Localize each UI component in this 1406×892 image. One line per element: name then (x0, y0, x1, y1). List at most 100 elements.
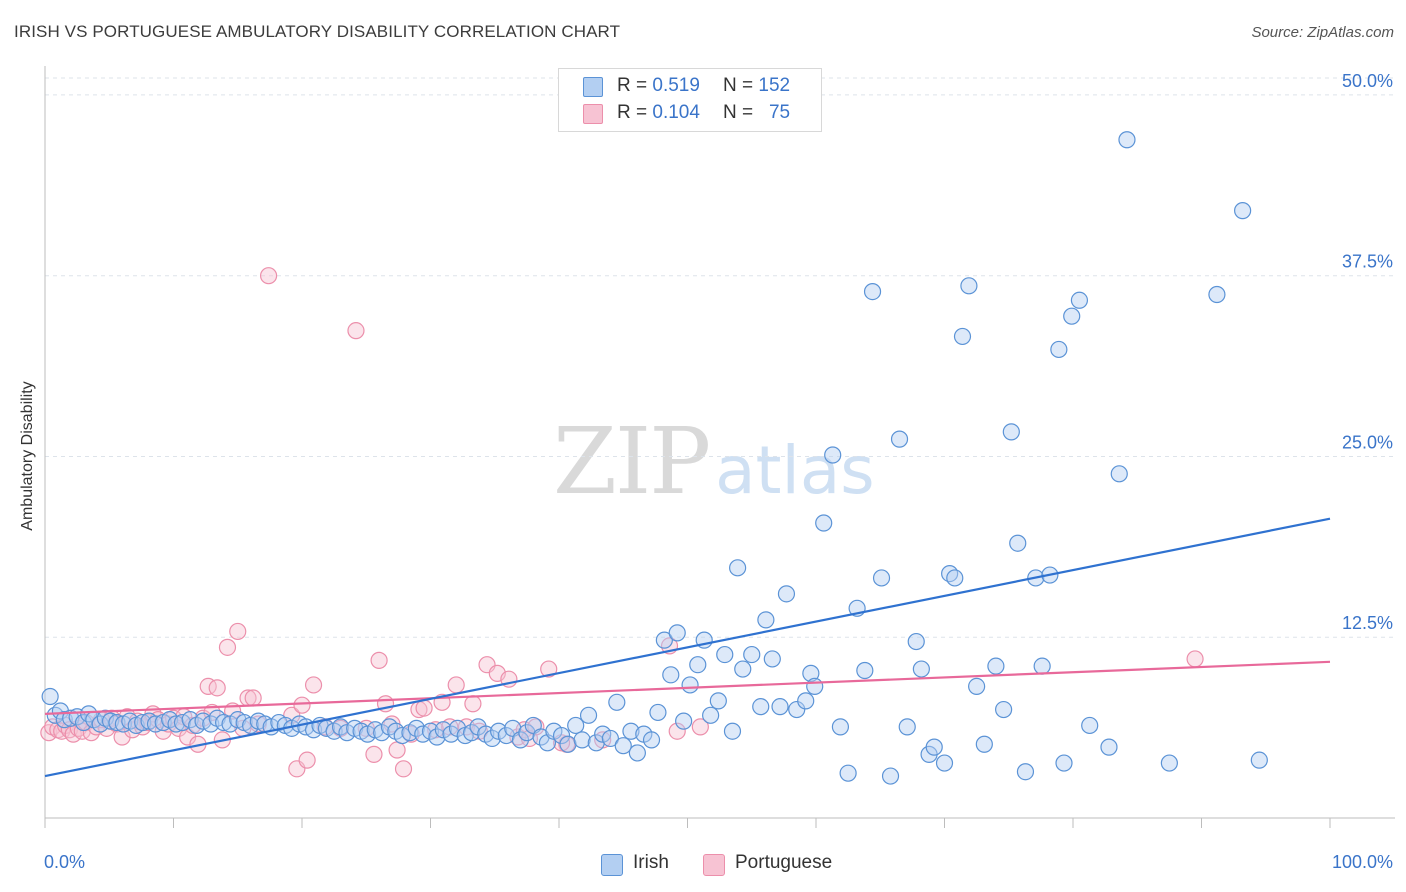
irish-point (55, 711, 73, 729)
irish-point (601, 729, 620, 748)
legend-swatch-irish (583, 77, 603, 97)
legend-portuguese-n-label: N = (723, 102, 754, 123)
irish-point (777, 585, 796, 603)
portuguese-point (447, 676, 465, 694)
portuguese-point (293, 696, 311, 714)
portuguese-point (304, 676, 323, 694)
irish-point (975, 735, 993, 753)
x-tick-min: 0.0% (44, 852, 86, 872)
irish-point (41, 687, 59, 706)
irish-point (856, 661, 874, 680)
x-tick-max: 100.0% (1331, 852, 1393, 872)
y-tick-label: 50.0% (1342, 71, 1393, 91)
irish-point (421, 722, 440, 740)
irish-point (331, 718, 350, 736)
irish-point (1100, 738, 1118, 756)
irish-point (863, 283, 882, 301)
irish-point (709, 692, 727, 710)
irish-point (881, 767, 900, 785)
portuguese-point (298, 751, 316, 769)
irish-point (608, 693, 626, 711)
legend-irish-n-value: 152 (758, 75, 791, 96)
irish-point (1050, 340, 1068, 359)
irish-point (757, 611, 775, 629)
irish-point (946, 569, 964, 587)
irish-point (483, 729, 501, 748)
portuguese-point (388, 741, 406, 759)
portuguese-point (464, 695, 482, 713)
series-legend-label-portuguese: Portuguese (735, 852, 833, 873)
portuguese-point (540, 660, 558, 678)
irish-point (1160, 754, 1178, 772)
portuguese-point (691, 718, 709, 736)
irish-point (668, 624, 686, 642)
irish-point (824, 446, 842, 464)
irish-point (662, 666, 680, 684)
portuguese-point (229, 622, 247, 641)
irish-point (689, 656, 707, 674)
irish-point (74, 713, 93, 732)
portuguese-point (208, 679, 226, 697)
irish-point (407, 719, 425, 737)
series-legend-label-irish: Irish (633, 852, 669, 873)
irish-point (567, 716, 585, 735)
irish-point (702, 706, 720, 724)
irish-point (802, 664, 820, 682)
irish-point (101, 712, 120, 730)
irish-point (579, 706, 598, 724)
irish-point (968, 677, 986, 696)
watermark-zip: ZIP (553, 408, 711, 515)
legend-portuguese-r-value: 0.104 (652, 102, 700, 123)
irish-point (960, 277, 978, 295)
irish-point (839, 764, 857, 782)
irish-point (622, 722, 640, 740)
irish-point (1016, 763, 1035, 781)
trend-lines (44, 517, 1331, 778)
irish-point (935, 754, 954, 772)
watermark-atlas: atlas (715, 432, 875, 509)
portuguese-point (218, 638, 237, 656)
irish-point (181, 711, 199, 729)
correlation-legend: R = 0.519 N = 152 R = 0.104 N = 75 (558, 68, 822, 132)
portuguese-point (1186, 650, 1204, 668)
irish-point (108, 713, 126, 732)
irish-point (1250, 751, 1268, 769)
irish-point (1208, 285, 1226, 304)
irish-point (1002, 423, 1020, 441)
irish-point (743, 645, 761, 664)
irish-point (1110, 465, 1128, 483)
portuguese-point (394, 760, 413, 778)
irish-point (752, 698, 770, 716)
portuguese-point (259, 267, 278, 285)
irish-point (831, 718, 850, 736)
irish-point (511, 731, 530, 749)
irish-point (552, 726, 571, 745)
legend-irish-r-label: R = (617, 75, 648, 96)
y-tick-label: 25.0% (1342, 432, 1393, 452)
chart-title: IRISH VS PORTUGUESE AMBULATORY DISABILIT… (14, 22, 621, 41)
irish-point (573, 731, 591, 749)
irish-point (62, 709, 80, 727)
axes (44, 66, 1395, 828)
irish-point (215, 713, 233, 732)
irish-point (763, 650, 781, 668)
irish-point (428, 728, 446, 746)
irish-point (628, 744, 646, 762)
irish-point (729, 559, 747, 577)
portuguese-point (668, 722, 686, 740)
irish-point (898, 718, 916, 736)
irish-point (734, 660, 752, 678)
grid-lines (45, 77, 1395, 638)
portuguese-trendline (44, 660, 1331, 715)
irish-point (1033, 657, 1051, 675)
y-tick-labels: 12.5% 25.0% 37.5% 50.0% (1342, 71, 1393, 633)
series-legend-swatch-irish (601, 854, 623, 876)
irish-point (815, 514, 833, 532)
legend-swatch-portuguese (583, 104, 603, 124)
irish-point (987, 657, 1005, 675)
y-tick-label: 37.5% (1342, 252, 1393, 272)
irish-point (614, 737, 632, 755)
irish-point (723, 722, 742, 740)
y-tick-label: 12.5% (1342, 613, 1393, 633)
